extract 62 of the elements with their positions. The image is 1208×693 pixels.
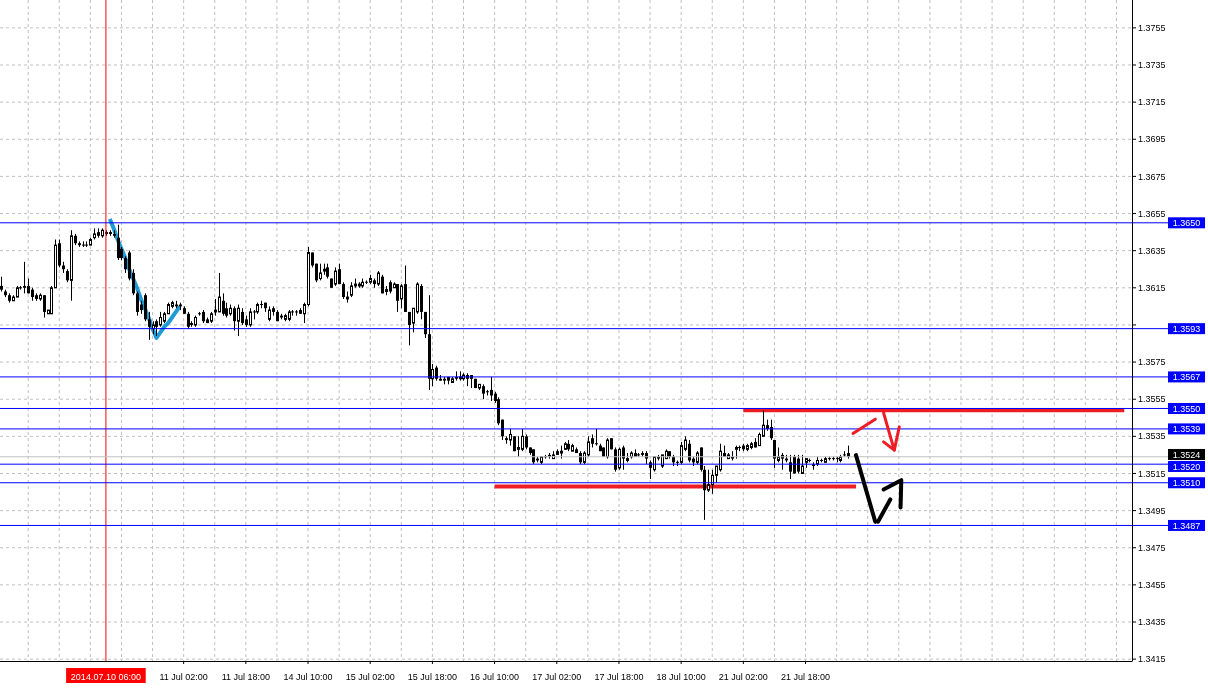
- ref-line-label: 1.3487: [1172, 520, 1201, 531]
- ref-line-label: 1.3520: [1172, 461, 1201, 472]
- candlestick: [773, 439, 776, 469]
- y-tick-label: 1.3535: [1138, 431, 1166, 442]
- candlestick: [517, 435, 520, 458]
- ref-line-label: 1.3550: [1172, 403, 1201, 414]
- candlestick: [233, 305, 236, 331]
- candlestick: [237, 304, 240, 337]
- candlestick: [148, 311, 151, 341]
- y-tick-label: 1.3655: [1138, 208, 1166, 219]
- ref-line-label: 1.3524: [1172, 449, 1201, 460]
- y-tick-label: 1.3635: [1138, 245, 1166, 256]
- candlestick: [521, 428, 524, 452]
- x-tick-label: 11 Jul 18:00: [221, 672, 271, 682]
- candlestick: [424, 311, 427, 339]
- x-tick-label: 16 Jul 10:00: [470, 672, 520, 682]
- y-tick-label: 1.3455: [1138, 580, 1166, 591]
- ref-line-label: 1.3539: [1172, 424, 1201, 435]
- ref-line-label: 1.3567: [1172, 372, 1201, 383]
- candlestick: [797, 454, 800, 474]
- candlestick: [334, 266, 337, 287]
- x-tick-label: 17 Jul 18:00: [594, 672, 644, 682]
- y-tick-label: 1.3475: [1138, 542, 1166, 553]
- candlestick: [789, 454, 792, 480]
- y-tick-label: 1.3555: [1138, 394, 1166, 405]
- y-tick-label: 1.3435: [1138, 617, 1166, 628]
- candlestick: [249, 307, 252, 328]
- x-tick-label: 14 Jul 10:00: [283, 672, 333, 682]
- candlestick: [43, 294, 46, 318]
- y-tick-label: 1.3515: [1138, 468, 1166, 479]
- y-tick-label: 1.3695: [1138, 134, 1166, 145]
- x-tick-label: 15 Jul 02:00: [345, 672, 395, 682]
- candlestick: [707, 469, 710, 493]
- candlestick: [622, 445, 625, 471]
- x-tick-label: 18 Jul 10:00: [656, 672, 706, 682]
- y-tick-label: 1.3415: [1138, 654, 1166, 665]
- ref-line-label: 1.3510: [1172, 477, 1201, 488]
- y-tick-label: 1.3675: [1138, 171, 1166, 182]
- x-tick-label: 2014.07.10 06:00: [70, 672, 141, 682]
- candlestick: [408, 311, 411, 346]
- candlestick: [680, 441, 683, 465]
- x-tick-label: 11 Jul 02:00: [159, 672, 208, 682]
- y-tick-label: 1.3735: [1138, 60, 1166, 71]
- x-tick-label: 15 Jul 18:00: [407, 672, 457, 682]
- candlestick: [606, 437, 609, 460]
- y-tick-label: 1.3715: [1138, 97, 1166, 108]
- y-tick-label: 1.3575: [1138, 357, 1166, 368]
- candlestick: [23, 261, 26, 294]
- y-tick-label: 1.3615: [1138, 282, 1166, 293]
- x-tick-label: 21 Jul 18:00: [780, 672, 831, 682]
- candlestick: [218, 272, 221, 313]
- ref-line-label: 1.3593: [1172, 323, 1201, 334]
- candlestick: [136, 291, 139, 317]
- y-tick-label: 1.3495: [1138, 505, 1166, 516]
- y-tick-label: 1.3755: [1138, 23, 1166, 33]
- x-tick-label: 21 Jul 02:00: [718, 672, 768, 682]
- x-tick-label: 17 Jul 02:00: [532, 672, 582, 682]
- candlestick: [400, 283, 403, 309]
- candlestick: [801, 454, 804, 474]
- candlestick: [711, 469, 714, 495]
- candlestick: [614, 446, 617, 473]
- ref-line-label: 1.3650: [1172, 217, 1201, 228]
